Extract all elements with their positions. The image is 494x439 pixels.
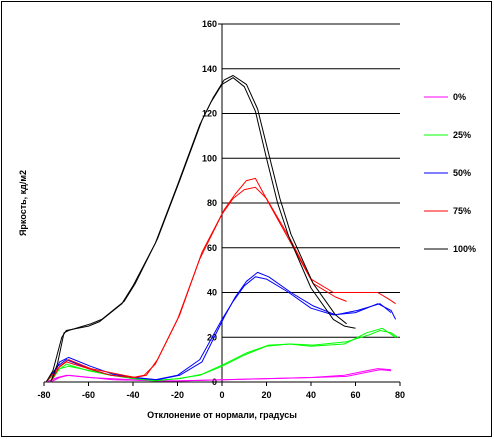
series-line bbox=[45, 327, 396, 383]
series-line bbox=[50, 271, 392, 383]
series-line bbox=[50, 177, 347, 383]
gridlines bbox=[222, 23, 400, 338]
series-lines bbox=[45, 75, 399, 383]
x-tick-label: 20 bbox=[261, 390, 271, 400]
legend-label: 50% bbox=[453, 168, 471, 178]
x-tick-label: -80 bbox=[37, 390, 50, 400]
x-tick-label: 40 bbox=[306, 390, 316, 400]
x-tick-labels: -80 -60 -40 -20 0 20 40 60 80 bbox=[37, 390, 405, 400]
x-tick-label: -40 bbox=[126, 390, 139, 400]
y-tick-label: 60 bbox=[207, 243, 217, 253]
series-line bbox=[50, 75, 347, 383]
series-line bbox=[50, 369, 392, 383]
x-tick-label: 80 bbox=[395, 390, 405, 400]
series-line bbox=[45, 186, 396, 383]
x-axis-title: Отклонение от нормали, градусы bbox=[147, 410, 297, 420]
x-tick-label: 60 bbox=[350, 390, 360, 400]
legend-label: 0% bbox=[453, 92, 466, 102]
y-tick-label: 40 bbox=[207, 288, 217, 298]
series-line bbox=[50, 330, 399, 383]
legend-label: 75% bbox=[453, 206, 471, 216]
y-tick-label: 140 bbox=[202, 64, 217, 74]
x-tick-label: -60 bbox=[82, 390, 95, 400]
y-tick-label: 100 bbox=[202, 153, 217, 163]
y-tick-label: 80 bbox=[207, 198, 217, 208]
y-axis-title: Яркость, кд/м2 bbox=[18, 170, 28, 236]
legend-label: 25% bbox=[453, 130, 471, 140]
y-tick-label: 160 bbox=[202, 19, 217, 29]
y-tick-label: 120 bbox=[202, 109, 217, 119]
x-tick-label: -20 bbox=[171, 390, 184, 400]
legend-label: 100% bbox=[453, 244, 476, 254]
x-tick-label: 0 bbox=[219, 390, 224, 400]
legend: 0% 25% 50% 75% 100% bbox=[424, 92, 476, 254]
